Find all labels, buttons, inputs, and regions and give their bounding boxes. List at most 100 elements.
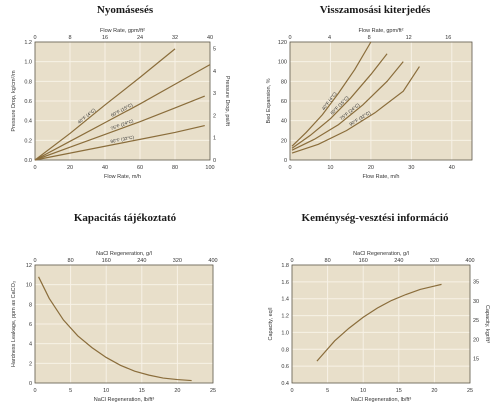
- x2-tick-label: 240: [394, 258, 403, 264]
- series-line: [34, 124, 205, 161]
- x-tick-label: 0: [290, 388, 293, 394]
- chart-title: Visszamosási kiterjedés: [319, 4, 431, 16]
- x-tick-label: 5: [69, 388, 72, 394]
- x2-tick-label: 0: [288, 35, 291, 41]
- x-tick-label: 0: [288, 165, 291, 171]
- y2-axis-label: Pressure Drop, psi/ft: [224, 76, 230, 127]
- x2-axis-label: Flow Rate, gpm/ft²: [359, 28, 404, 34]
- y2-tick-label: 35: [473, 280, 479, 286]
- y-tick-label: 0.0: [24, 158, 32, 164]
- y2-tick-label: 3: [213, 91, 216, 97]
- chart-title: Kapacitás tájékoztató: [73, 212, 177, 224]
- y-axis-label: Hardness Leakage, ppm as CaCO₃: [11, 281, 17, 367]
- x-tick-label: 25: [210, 388, 216, 394]
- x2-tick-label: 8: [68, 35, 71, 41]
- y2-tick-label: 4: [213, 69, 216, 75]
- series-line: [34, 48, 176, 161]
- x-tick-label: 100: [205, 165, 214, 171]
- y-tick-label: 1.6: [281, 280, 289, 286]
- series-line: [291, 61, 404, 151]
- series-line: [291, 53, 388, 149]
- y-tick-label: 0.4: [281, 381, 289, 387]
- x-tick-label: 60: [137, 165, 143, 171]
- chart-panel-bed-expansion: Visszamosási kiterjedés 0 10 20 30 40 0 20 40 60…: [250, 0, 500, 207]
- y-axis-label: Bed Expansion, %: [266, 78, 272, 123]
- y-tick-label: 10: [26, 283, 32, 289]
- y-tick-label: 20: [281, 138, 287, 144]
- x2-tick-label: 160: [359, 258, 368, 264]
- x2-tick-label: 240: [137, 258, 146, 264]
- y-tick-label: 1.4: [281, 297, 289, 303]
- x-tick-label: 80: [172, 165, 178, 171]
- y-tick-label: 60: [281, 99, 287, 105]
- x-axis-label: NaCl Regeneration, lb/ft³: [94, 397, 155, 403]
- x2-tick-label: 0: [33, 258, 36, 264]
- y2-axis-label: Capacity, kgr/ft³: [484, 305, 490, 343]
- plot-area: [292, 265, 470, 383]
- y2-tick-label: 30: [473, 299, 479, 305]
- y-axis-label: Pressure Drop, kg/cm²/m: [11, 70, 17, 132]
- x2-tick-label: 80: [325, 258, 331, 264]
- y-tick-label: 4: [29, 342, 32, 348]
- chart-panel-pressure-drop: Nyomásesés 0 20 40 60 80 100 0.0 0.2 0.4 0.6 0.8 1.…: [0, 0, 250, 207]
- x2-tick-label: 4: [328, 35, 331, 41]
- x-tick-label: 30: [408, 165, 414, 171]
- y-tick-label: 0.4: [24, 119, 32, 125]
- y-tick-label: 0.6: [24, 99, 32, 105]
- y-tick-label: 1.2: [24, 40, 32, 46]
- x-tick-label: 10: [103, 388, 109, 394]
- x2-tick-label: 320: [430, 258, 439, 264]
- x-axis-label: Flow Rate, m/h: [363, 174, 400, 180]
- series-line: [291, 41, 372, 147]
- y-tick-label: 80: [281, 79, 287, 85]
- y2-tick-label: 25: [473, 318, 479, 324]
- y-tick-label: 2: [29, 361, 32, 367]
- x-tick-label: 20: [431, 388, 437, 394]
- y-tick-label: 0: [29, 381, 32, 387]
- y-tick-label: 0.8: [24, 79, 32, 85]
- x2-tick-label: 24: [137, 35, 143, 41]
- y2-tick-label: 20: [473, 337, 479, 343]
- x-tick-label: 10: [327, 165, 333, 171]
- plot-frame: [34, 41, 211, 161]
- x-tick-label: 40: [449, 165, 455, 171]
- x-tick-label: 10: [360, 388, 366, 394]
- x2-tick-label: 8: [368, 35, 371, 41]
- x2-tick-label: 400: [465, 258, 474, 264]
- x-axis-label: Flow Rate, m/h: [104, 174, 141, 180]
- y-tick-label: 40: [281, 119, 287, 125]
- x-tick-label: 5: [326, 388, 329, 394]
- y-tick-label: 8: [29, 302, 32, 308]
- y2-tick-label: 1: [213, 136, 216, 142]
- y-tick-label: 1.2: [281, 314, 289, 320]
- chart-panel-capacity-leakage: Kapacitás tájékoztató 0 5 10 15 20 25 0 2 4 6 8 10 1…: [0, 208, 250, 415]
- x2-tick-label: 16: [445, 35, 451, 41]
- x-tick-label: 40: [102, 165, 108, 171]
- y2-tick-label: 15: [473, 357, 479, 363]
- x-tick-label: 20: [174, 388, 180, 394]
- x2-axis-label: NaCl Regeneration, g/l: [96, 251, 152, 257]
- y-tick-label: 0: [284, 158, 287, 164]
- y2-tick-label: 5: [213, 47, 216, 53]
- series-line: [34, 95, 205, 161]
- x2-tick-label: 40: [207, 35, 213, 41]
- y-axis-label: Capacity, eq/l: [268, 308, 274, 341]
- y-tick-label: 120: [278, 40, 287, 46]
- x2-tick-label: 0: [290, 258, 293, 264]
- x2-tick-label: 160: [102, 258, 111, 264]
- y-tick-label: 1.0: [281, 330, 289, 336]
- y-tick-label: 0.6: [281, 364, 289, 370]
- x2-tick-label: 12: [406, 35, 412, 41]
- x2-tick-label: 16: [102, 35, 108, 41]
- series-line: [34, 64, 211, 161]
- series-label: 90°F (32°C): [110, 134, 135, 144]
- series-line: [291, 66, 420, 154]
- x-tick-label: 20: [67, 165, 73, 171]
- y-tick-label: 100: [278, 60, 287, 66]
- x2-tick-label: 320: [173, 258, 182, 264]
- plot-frame: [291, 264, 471, 384]
- x2-axis-label: NaCl Regeneration, g/l: [353, 251, 409, 257]
- y-tick-label: 12: [26, 263, 32, 269]
